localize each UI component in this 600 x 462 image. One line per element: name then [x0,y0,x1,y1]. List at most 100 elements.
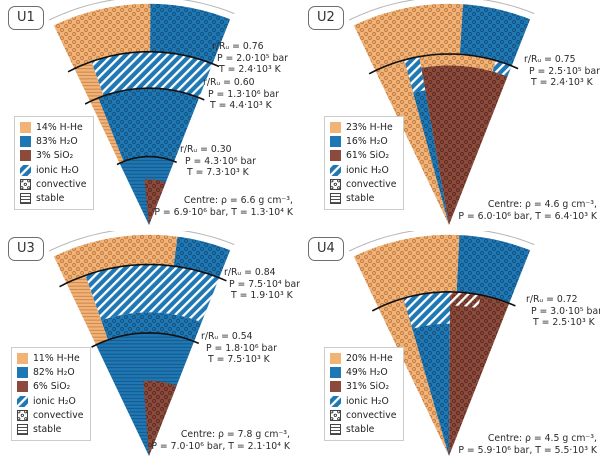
legend-item-5: stable [330,192,396,204]
annotation-line: P = 1.3·10⁶ bar [208,88,279,100]
legend-item-2: 3% SiO₂ [20,150,86,162]
annotation-line: r/Rᵤ = 0.75 [524,54,576,65]
legend-label: 49% H₂O [346,367,388,379]
interior-wedge-diagram-u1 [48,0,235,225]
region-hatchW [449,291,481,309]
annotation-line: T = 2.4·10³ K [531,77,593,89]
annotation-line: P = 4.3·10⁶ bar [185,155,256,167]
legend-swatch-blue [330,136,341,148]
legend-label: ionic H₂O [33,395,76,407]
panel-u4: U4 20% H-He 49% H₂O 31% SiO₂ ionic H₂O conve… [300,231,600,462]
region-dotsBr [421,65,508,226]
legend-item-1: 82% H₂O [17,367,83,379]
boundary-annotation-0: r/Rᵤ = 0.76 P = 2.0·10⁵ bar T = 2.4·10³ K [212,41,288,76]
region-dotsB [413,90,449,225]
legend-item-5: stable [17,423,83,435]
legend-swatch-lines [330,192,341,204]
legend: 20% H-He 49% H₂O 31% SiO₂ ionic H₂O convecti… [324,347,405,441]
boundary-annotation-0: r/Rᵤ = 0.72 P = 3.0·10⁵ bar T = 2.5·10³ K [526,294,600,329]
legend-label: ionic H₂O [346,164,389,176]
region-dotsBr [144,179,166,225]
legend-item-2: 6% SiO₂ [17,381,83,393]
centre-line: P = 5.9·10⁶ bar, T = 5.5·10³ K [458,445,597,456]
legend-swatch-hatch [330,164,341,176]
annotation-line: T = 2.5·10³ K [533,317,595,329]
panel-label: U3 [8,237,44,262]
legend-swatch-orange [330,353,341,364]
annotation-line: P = 1.8·10⁶ bar [206,342,277,354]
legend-item-3: ionic H₂O [20,164,86,176]
region-linesO [66,275,109,345]
legend-swatch-dots [17,409,28,421]
legend-label: 31% SiO₂ [346,381,390,393]
panel-u1: U1 14% H-He 83% H₂O 3% SiO₂ ionic H₂O convec… [0,0,300,231]
outer-rim-arc [348,231,535,252]
region-dotsB [459,4,531,66]
annotation-line: P = 2.5·10⁵ bar [529,65,600,77]
legend-label: ionic H₂O [346,395,389,407]
interior-wedge-diagram-u2 [348,0,535,226]
interior-wedge-diagram-u4 [348,231,535,456]
region-dotsBr [449,291,510,456]
legend-label: 20% H-He [346,353,393,364]
annotation-line: r/Rᵤ = 0.76 [212,41,264,52]
centre-line: Centre: ρ = 4.5 g cm⁻³, [487,433,597,444]
panel-u3: U3 11% H-He 82% H₂O 6% SiO₂ ionic H₂O convec… [0,231,300,462]
legend-label: 6% SiO₂ [33,381,71,393]
panel-label: U4 [308,237,344,262]
legend-swatch-orange [20,122,31,133]
region-dotsB [98,88,200,162]
annotation-line: r/Rᵤ = 0.84 [224,267,276,278]
annotation-line: T = 1.9·10³ K [231,290,293,302]
legend-label: 16% H₂O [346,136,388,148]
region-dotsO [53,234,178,284]
region-dotsB [150,3,231,64]
legend-label: stable [33,423,62,435]
legend-item-2: 31% SiO₂ [330,381,396,393]
boundary-annotation-2: r/Rᵤ = 0.30 P = 4.3·10⁶ bar T = 7.3·10³ K [180,144,256,179]
legend-swatch-dots [330,409,341,421]
region-dotsB [456,235,531,304]
region-linesO [90,97,124,164]
annotation-line: r/Rᵤ = 0.30 [180,144,232,155]
legend-swatch-lines [20,192,31,204]
legend-item-1: 16% H₂O [330,136,396,148]
legend-swatch-brown [20,150,31,162]
centre-line: P = 6.9·10⁶ bar, T = 1.3·10⁴ K [154,207,293,218]
centre-annotation: Centre: ρ = 7.8 g cm⁻³, P = 7.0·10⁶ bar, … [151,429,290,453]
legend-label: 82% H₂O [33,367,75,379]
region-dotsO [53,3,151,69]
legend-item-3: ionic H₂O [330,164,396,176]
legend-label: convective [346,178,397,190]
legend-item-0: 11% H-He [17,353,83,364]
legend-label: convective [346,409,397,421]
legend-label: 14% H-He [36,122,83,133]
region-dotsO [419,54,496,72]
annotation-line: T = 7.5·10³ K [208,354,270,366]
centre-line: P = 7.0·10⁶ bar, T = 2.1·10⁴ K [151,441,290,452]
centre-annotation: Centre: ρ = 6.6 g cm⁻³, P = 6.9·10⁶ bar, … [154,195,293,219]
layer-boundary-arc [91,332,200,348]
centre-annotation: Centre: ρ = 4.5 g cm⁻³, P = 5.9·10⁶ bar, … [458,433,597,457]
legend-label: 3% SiO₂ [36,150,74,162]
layer-boundary-arc [59,263,227,288]
legend-swatch-brown [17,381,28,393]
layer-boundary-arc [371,290,516,312]
region-hatchW [403,291,450,329]
legend-label: 61% SiO₂ [346,150,390,162]
region-dotsO [375,60,449,225]
annotation-line: T = 2.4·10³ K [219,64,281,76]
legend-item-4: convective [20,178,87,190]
annotation-line: P = 2.0·10⁵ bar [217,52,288,64]
legend-label: convective [36,178,87,190]
annotation-line: T = 4.4·10³ K [210,100,272,112]
legend-item-0: 20% H-He [330,353,396,364]
legend-swatch-brown [330,150,341,162]
legend-swatch-orange [330,122,341,133]
legend-item-3: ionic H₂O [17,395,83,407]
centre-line: P = 6.0·10⁶ bar, T = 6.4·10³ K [458,211,597,222]
panel-label: U2 [308,6,344,31]
legend-item-5: stable [330,423,396,435]
annotation-line: P = 3.0·10⁵ bar [531,305,600,317]
legend-item-4: convective [17,409,83,421]
